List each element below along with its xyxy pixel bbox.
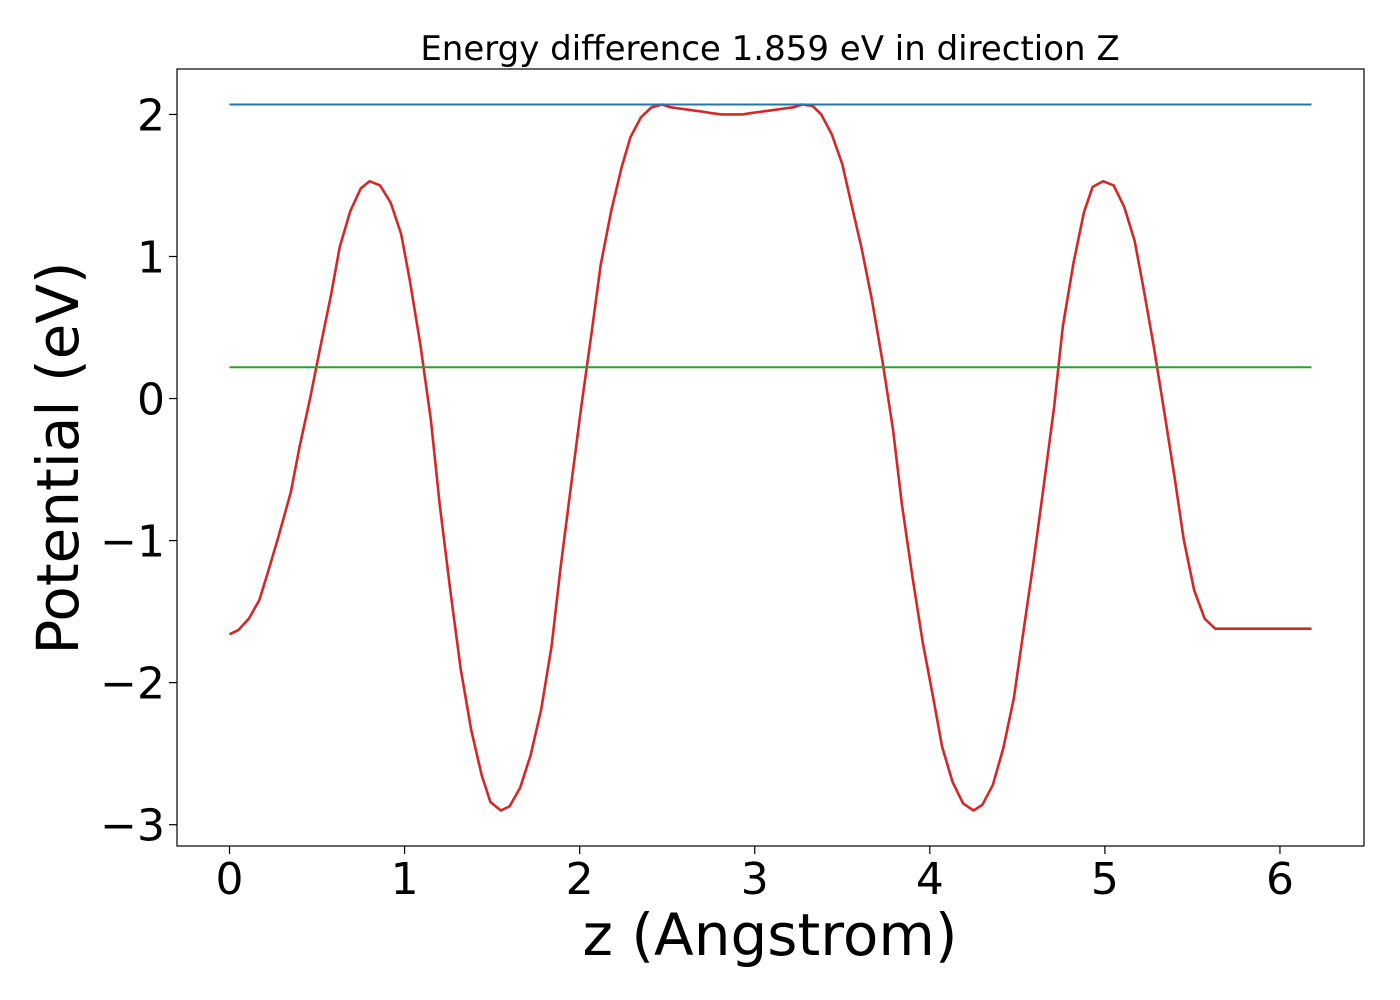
y-tick-label: −2: [100, 659, 165, 710]
y-tick-label: 2: [137, 90, 165, 141]
x-tick-label: 1: [391, 854, 419, 905]
plot-frame: [176, 68, 1365, 847]
y-tick-label: 1: [137, 233, 165, 284]
y-tick-label: 0: [137, 375, 165, 426]
y-axis-ticks: −3 −2 −1 0 1 2: [100, 90, 177, 852]
x-tick-label: 5: [1091, 854, 1119, 905]
x-axis-ticks: 0 1 2 3 4 5 6: [216, 846, 1294, 905]
plot-lines: [228, 103, 1312, 812]
y-tick-label: −1: [100, 517, 165, 568]
series-line-0: [228, 103, 1312, 812]
x-tick-label: 2: [566, 854, 594, 905]
y-tick-label: −3: [100, 801, 165, 852]
x-tick-label: 0: [216, 854, 244, 905]
chart-title: Energy difference 1.859 eV in direction …: [420, 29, 1119, 69]
x-tick-label: 4: [916, 854, 944, 905]
x-tick-label: 3: [741, 854, 769, 905]
x-axis-label: z (Angstrom): [583, 901, 958, 969]
x-tick-label: 6: [1266, 854, 1294, 905]
y-axis-label: Potential (eV): [24, 261, 92, 654]
